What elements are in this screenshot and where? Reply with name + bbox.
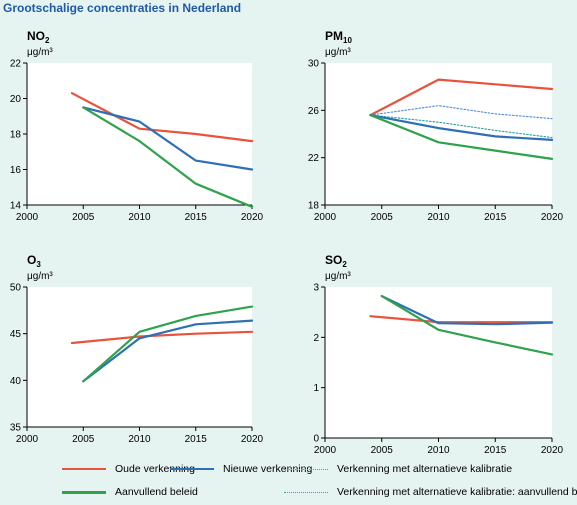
y-tick-label-o3: 50 bbox=[10, 283, 22, 294]
unit-label-so2: μg/m³ bbox=[325, 271, 351, 282]
legend-item-alt: Verkenning met alternatieve kalibratie bbox=[284, 463, 512, 475]
legend-label-alt-aanvullend: Verkenning met alternatieve kalibratie: … bbox=[337, 486, 577, 498]
x-tick-label-no2: 2000 bbox=[16, 212, 39, 223]
series-line-pm10-aanvullend bbox=[369, 113, 554, 160]
unit-label-pm10: μg/m³ bbox=[325, 47, 351, 58]
x-tick-label-no2: 2015 bbox=[185, 212, 208, 223]
x-tick-label-pm10: 2015 bbox=[484, 212, 507, 223]
plot-area-o3 bbox=[27, 287, 252, 427]
chart-title-o3: O3 bbox=[27, 253, 41, 269]
y-tick-label-so2: 2 bbox=[313, 333, 319, 344]
y-tick-label-o3: 35 bbox=[10, 423, 22, 434]
series-line-no2-aanvullend bbox=[82, 106, 254, 208]
legend-swatch-alt-aanvullend bbox=[284, 491, 328, 493]
x-tick-label-no2: 2005 bbox=[72, 212, 95, 223]
series-line-pm10-oude bbox=[369, 78, 554, 117]
y-tick-label-no2: 22 bbox=[10, 59, 22, 70]
y-tick-label-o3: 45 bbox=[10, 329, 22, 340]
legend-swatch-alt bbox=[284, 468, 328, 470]
legend-label-oude: Oude verkenning bbox=[115, 463, 195, 475]
series-line-o3-aanvullend bbox=[82, 305, 254, 383]
legend-swatch-oude bbox=[62, 468, 106, 470]
plot-area-pm10 bbox=[325, 63, 552, 205]
legend-item-aanvullend: Aanvullend beleid bbox=[62, 486, 198, 498]
legend-item-nieuwe: Nieuwe verkenning bbox=[170, 463, 312, 475]
series-line-so2-oude bbox=[369, 315, 554, 324]
y-tick-label-pm10: 26 bbox=[308, 106, 320, 117]
chart-o3: O3 μg/m³ 35 40 45 50 2000 2005 2010 2015 2020 bbox=[10, 253, 264, 445]
x-tick-label-pm10: 2000 bbox=[314, 212, 337, 223]
legend-swatch-aanvullend bbox=[62, 490, 106, 494]
y-tick-label-no2: 20 bbox=[10, 94, 22, 105]
y-tick-label-no2: 16 bbox=[10, 165, 22, 176]
x-tick-label-no2: 2010 bbox=[128, 212, 151, 223]
series-line-pm10-nieuwe bbox=[369, 113, 554, 141]
x-tick-label-so2: 2010 bbox=[427, 445, 450, 456]
y-tick-label-pm10: 22 bbox=[308, 153, 320, 164]
x-tick-label-pm10: 2010 bbox=[427, 212, 450, 223]
series-line-o3-oude bbox=[70, 330, 254, 345]
x-tick-label-so2: 2005 bbox=[371, 445, 394, 456]
x-tick-label-no2: 2020 bbox=[241, 212, 264, 223]
y-tick-label-pm10: 18 bbox=[308, 201, 320, 212]
y-tick-label-so2: 3 bbox=[313, 283, 319, 294]
y-tick-label-no2: 18 bbox=[10, 130, 22, 141]
chart-title-pm10: PM10 bbox=[325, 29, 352, 45]
y-tick-label-so2: 1 bbox=[313, 383, 319, 394]
x-tick-label-o3: 2000 bbox=[16, 434, 39, 445]
x-tick-label-pm10: 2020 bbox=[541, 212, 564, 223]
legend-label-aanvullend: Aanvullend beleid bbox=[115, 486, 198, 498]
x-tick-label-o3: 2010 bbox=[128, 434, 151, 445]
unit-label-o3: μg/m³ bbox=[27, 271, 53, 282]
x-tick-label-o3: 2005 bbox=[72, 434, 95, 445]
legend-item-alt-aanvullend: Verkenning met alternatieve kalibratie: … bbox=[284, 486, 577, 498]
chart-no2: NO2 μg/m³ 14 16 18 20 22 2000 2005 2010 2015 2020 bbox=[10, 29, 264, 223]
series-line-no2-nieuwe bbox=[82, 106, 254, 171]
x-tick-label-o3: 2020 bbox=[241, 434, 264, 445]
page-title: Grootschalige concentraties in Nederland bbox=[3, 1, 242, 15]
series-line-o3-nieuwe bbox=[82, 319, 254, 383]
legend-label-alt: Verkenning met alternatieve kalibratie bbox=[337, 463, 513, 475]
x-tick-label-pm10: 2005 bbox=[371, 212, 394, 223]
series-line-so2-aanvullend bbox=[380, 295, 554, 356]
x-tick-label-so2: 2015 bbox=[484, 445, 507, 456]
plot-area-no2 bbox=[27, 63, 252, 205]
chart-so2: SO2 μg/m³ 0 1 2 3 2000 2005 2010 2015 2020 bbox=[313, 253, 563, 456]
x-tick-label-so2: 2000 bbox=[314, 445, 337, 456]
chart-title-so2: SO2 bbox=[325, 253, 347, 269]
legend-swatch-nieuwe bbox=[170, 468, 214, 470]
series-line-pm10-alt_aanvullend bbox=[369, 114, 553, 139]
series-line-pm10-alt bbox=[369, 104, 553, 120]
legend-label-nieuwe: Nieuwe verkenning bbox=[223, 463, 313, 475]
y-tick-label-so2: 0 bbox=[313, 434, 319, 445]
chart-pm10: PM10 μg/m³ 18 22 26 30 2000 2005 2010 2015 2020 bbox=[308, 29, 564, 223]
y-tick-label-pm10: 30 bbox=[308, 59, 320, 70]
plot-area-so2 bbox=[325, 287, 552, 438]
y-tick-label-no2: 14 bbox=[10, 201, 22, 212]
legend-item-oude: Oude verkenning bbox=[62, 463, 195, 475]
y-tick-label-o3: 40 bbox=[10, 376, 22, 387]
unit-label-no2: μg/m³ bbox=[27, 47, 53, 58]
x-tick-label-o3: 2015 bbox=[185, 434, 208, 445]
series-line-no2-oude bbox=[70, 92, 254, 143]
x-tick-label-so2: 2020 bbox=[541, 445, 564, 456]
series-line-so2-nieuwe bbox=[380, 295, 554, 326]
chart-title-no2: NO2 bbox=[27, 29, 50, 45]
